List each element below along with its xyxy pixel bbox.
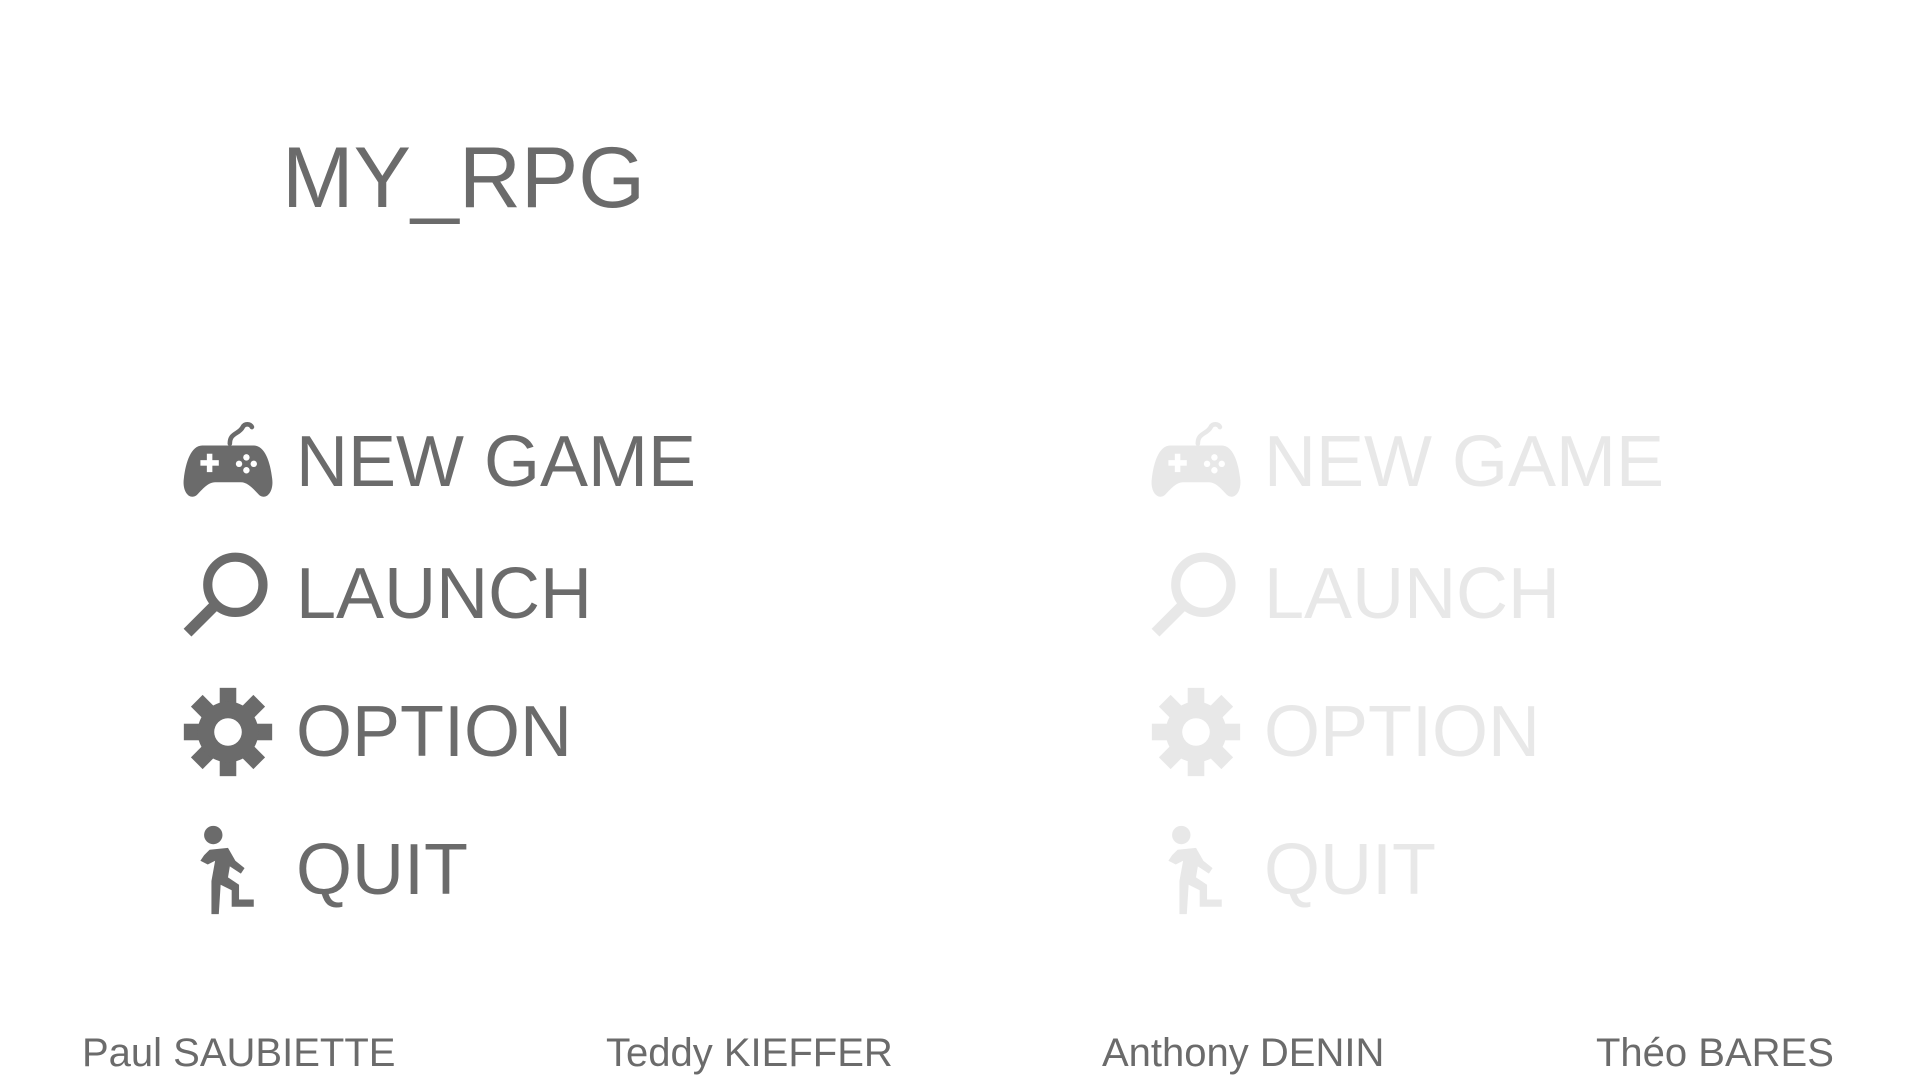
quit-button-faded[interactable]: QUIT (1150, 820, 1436, 920)
option-button-faded[interactable]: OPTION (1150, 682, 1540, 782)
credit-name: Teddy KIEFFER (606, 1031, 893, 1075)
credit-name: Paul SAUBIETTE (82, 1031, 396, 1075)
new-game-button-faded[interactable]: NEW GAME (1150, 412, 1664, 512)
running-man-icon (182, 823, 276, 917)
credit-name: Anthony DENIN (1102, 1031, 1385, 1075)
launch-button[interactable]: LAUNCH (182, 544, 592, 644)
new-game-label: NEW GAME (296, 422, 697, 502)
option-label-faded: OPTION (1264, 692, 1541, 772)
gear-icon (1150, 685, 1244, 779)
running-man-icon (1150, 823, 1244, 917)
new-game-button[interactable]: NEW GAME (182, 412, 696, 512)
quit-button[interactable]: QUIT (182, 820, 468, 920)
option-button[interactable]: OPTION (182, 682, 572, 782)
gamepad-icon (1150, 415, 1244, 509)
quit-label-faded: QUIT (1264, 830, 1436, 910)
gear-icon (182, 685, 276, 779)
quit-label: QUIT (296, 830, 468, 910)
launch-button-faded[interactable]: LAUNCH (1150, 544, 1560, 644)
search-icon (182, 547, 276, 641)
game-title: MY_RPG (282, 130, 646, 226)
launch-label: LAUNCH (296, 554, 593, 634)
search-icon (1150, 547, 1244, 641)
launch-label-faded: LAUNCH (1264, 554, 1561, 634)
gamepad-icon (182, 415, 276, 509)
option-label: OPTION (296, 692, 573, 772)
credit-name: Théo BARES (1596, 1031, 1834, 1075)
new-game-label-faded: NEW GAME (1264, 422, 1665, 502)
